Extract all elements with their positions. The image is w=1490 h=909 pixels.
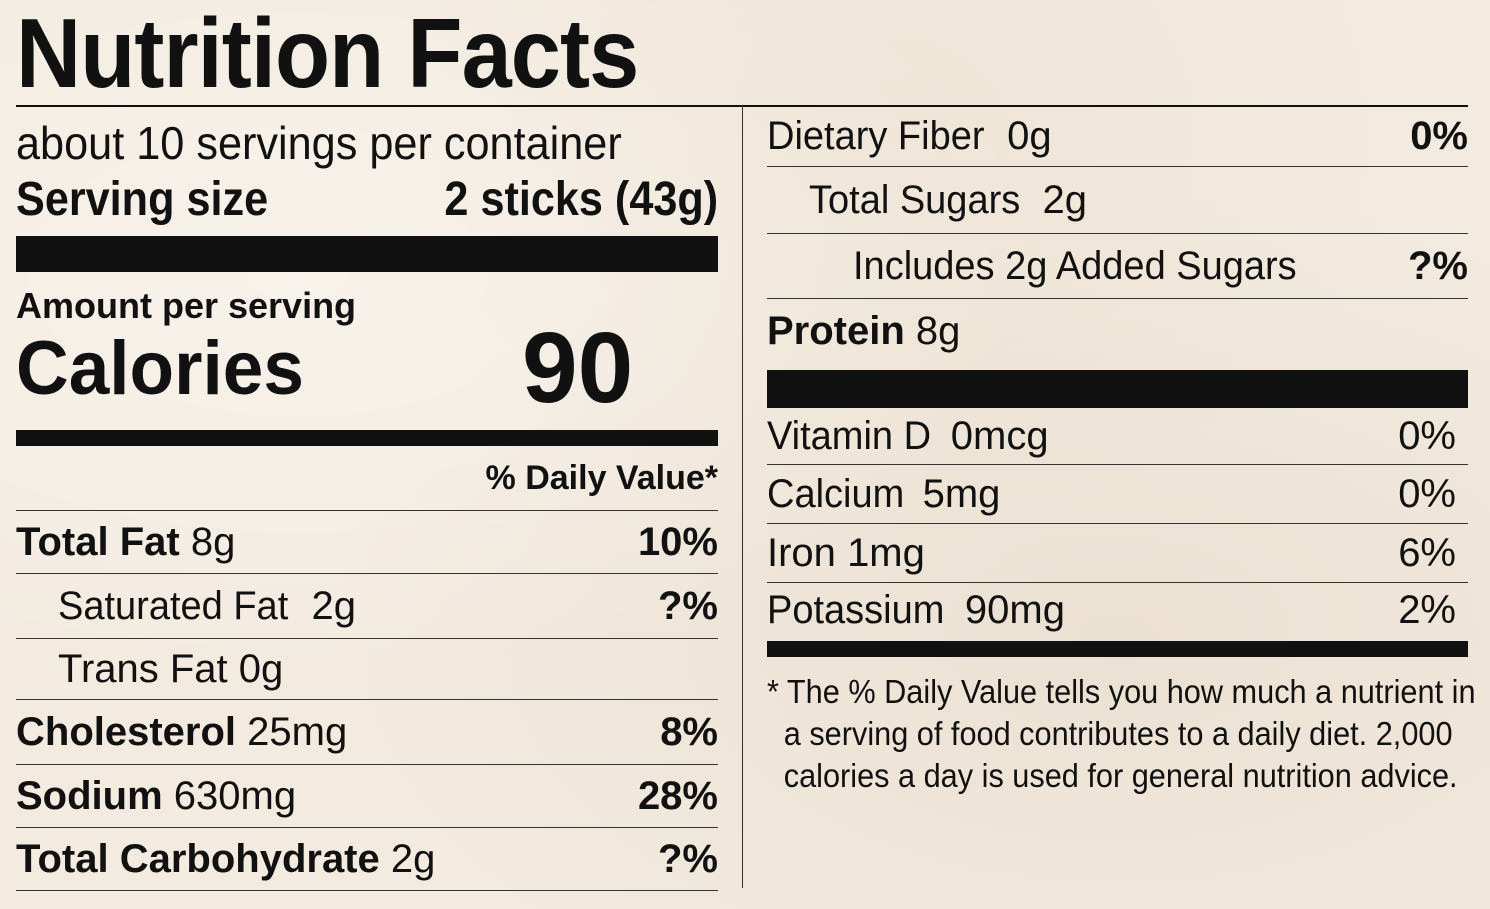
nutrient-amount: 8g bbox=[915, 308, 961, 353]
nutrient-name: Total Carbohydrate bbox=[16, 836, 380, 881]
nutrient-name: Calcium bbox=[767, 471, 905, 516]
nutrient-amount: 25mg bbox=[247, 709, 348, 754]
nutrient-name: Sodium bbox=[16, 773, 163, 818]
nutrient-dv: 0% bbox=[1398, 471, 1456, 516]
vitamin-row-iron: Iron 1mg 6% bbox=[767, 524, 1468, 583]
nutrient-dv: ?% bbox=[1408, 243, 1468, 288]
left-column: about 10 servings per container Serving … bbox=[16, 106, 718, 891]
nutrient-dv: 0% bbox=[1410, 113, 1468, 158]
daily-value-header: % Daily Value* bbox=[16, 446, 718, 511]
nutrient-dv: 0% bbox=[1398, 413, 1456, 458]
nutrient-row-cholesterol: Cholesterol 25mg 8% bbox=[16, 700, 718, 765]
nutrient-dv: 8% bbox=[660, 709, 718, 754]
vitamin-row-calcium: Calcium 5mg 0% bbox=[767, 465, 1468, 524]
nutrient-dv: 28% bbox=[637, 773, 718, 818]
amount-per-serving: Amount per serving bbox=[16, 285, 357, 326]
calories-label: Calories bbox=[16, 326, 304, 411]
label-title: Nutrition Facts bbox=[16, 0, 639, 108]
serving-size-row: Serving size 2 sticks (43g) bbox=[16, 172, 718, 228]
nutrient-name: Includes 2g Added Sugars bbox=[853, 243, 1297, 288]
nutrient-name: Protein bbox=[767, 308, 905, 353]
serving-size-label: Serving size bbox=[16, 173, 269, 226]
nutrient-row-total-fat: Total Fat 8g 10% bbox=[16, 511, 718, 574]
nutrient-name: Trans Fat bbox=[58, 646, 228, 691]
vitamin-row-vitamin-d: Vitamin D 0mcg 0% bbox=[767, 408, 1468, 465]
right-column: Dietary Fiber 0g 0% Total Sugars 2g Incl… bbox=[767, 106, 1476, 797]
nutrient-amount: 5mg bbox=[922, 471, 1001, 516]
nutrient-row-saturated-fat: Saturated Fat 2g ?% bbox=[16, 574, 718, 639]
nutrient-amount: 90mg bbox=[964, 587, 1065, 632]
medium-divider bbox=[16, 430, 718, 446]
nutrient-name: Potassium bbox=[767, 587, 945, 632]
nutrient-row-protein: Protein 8g bbox=[767, 299, 1468, 363]
nutrient-row-sodium: Sodium 630mg 28% bbox=[16, 765, 718, 828]
servings-per-container: about 10 servings per container bbox=[16, 117, 622, 169]
title-rule bbox=[16, 105, 1468, 107]
nutrient-amount: 2g bbox=[311, 583, 357, 628]
nutrient-amount: 2g bbox=[1042, 177, 1087, 222]
nutrient-name: Dietary Fiber bbox=[767, 113, 985, 158]
nutrient-name: Total Fat bbox=[16, 519, 180, 564]
nutrient-amount: 0g bbox=[1007, 113, 1052, 158]
nutrient-amount: 2g bbox=[390, 836, 436, 881]
nutrient-row-added-sugars: Includes 2g Added Sugars ?% bbox=[767, 234, 1468, 299]
nutrient-row-total-carbohydrate: Total Carbohydrate 2g ?% bbox=[16, 828, 718, 891]
nutrient-row-dietary-fiber: Dietary Fiber 0g 0% bbox=[767, 106, 1468, 167]
nutrient-name: Iron bbox=[767, 530, 836, 575]
nutrient-name: Total Sugars bbox=[809, 177, 1021, 222]
thick-divider bbox=[767, 370, 1468, 408]
nutrient-name: Saturated Fat bbox=[58, 583, 289, 628]
serving-size-value: 2 sticks (43g) bbox=[444, 173, 718, 226]
nutrient-dv: 2% bbox=[1398, 587, 1456, 632]
vitamin-row-potassium: Potassium 90mg 2% bbox=[767, 583, 1468, 637]
nutrient-name: Cholesterol bbox=[16, 709, 237, 754]
daily-value-footnote: * The % Daily Value tells you how much a… bbox=[767, 673, 1476, 794]
thick-divider bbox=[16, 236, 718, 272]
nutrient-dv: 10% bbox=[637, 519, 718, 564]
nutrient-row-trans-fat: Trans Fat 0g bbox=[16, 639, 718, 700]
nutrient-amount: 1mg bbox=[847, 530, 925, 575]
nutrient-amount: 630mg bbox=[173, 773, 297, 818]
column-divider bbox=[742, 106, 743, 888]
medium-divider bbox=[767, 641, 1468, 657]
nutrient-amount: 0mcg bbox=[950, 413, 1049, 458]
nutrient-name: Vitamin D bbox=[767, 413, 932, 458]
calories-value: 90 bbox=[522, 312, 634, 424]
nutrient-dv: 6% bbox=[1398, 530, 1456, 575]
nutrient-dv: ?% bbox=[658, 583, 718, 628]
nutrient-amount: 8g bbox=[190, 519, 236, 564]
calories-row: Calories 90 bbox=[16, 318, 718, 418]
nutrient-row-total-sugars: Total Sugars 2g bbox=[767, 167, 1468, 234]
nutrient-dv: ?% bbox=[658, 836, 718, 881]
nutrient-amount: 0g bbox=[238, 646, 284, 691]
